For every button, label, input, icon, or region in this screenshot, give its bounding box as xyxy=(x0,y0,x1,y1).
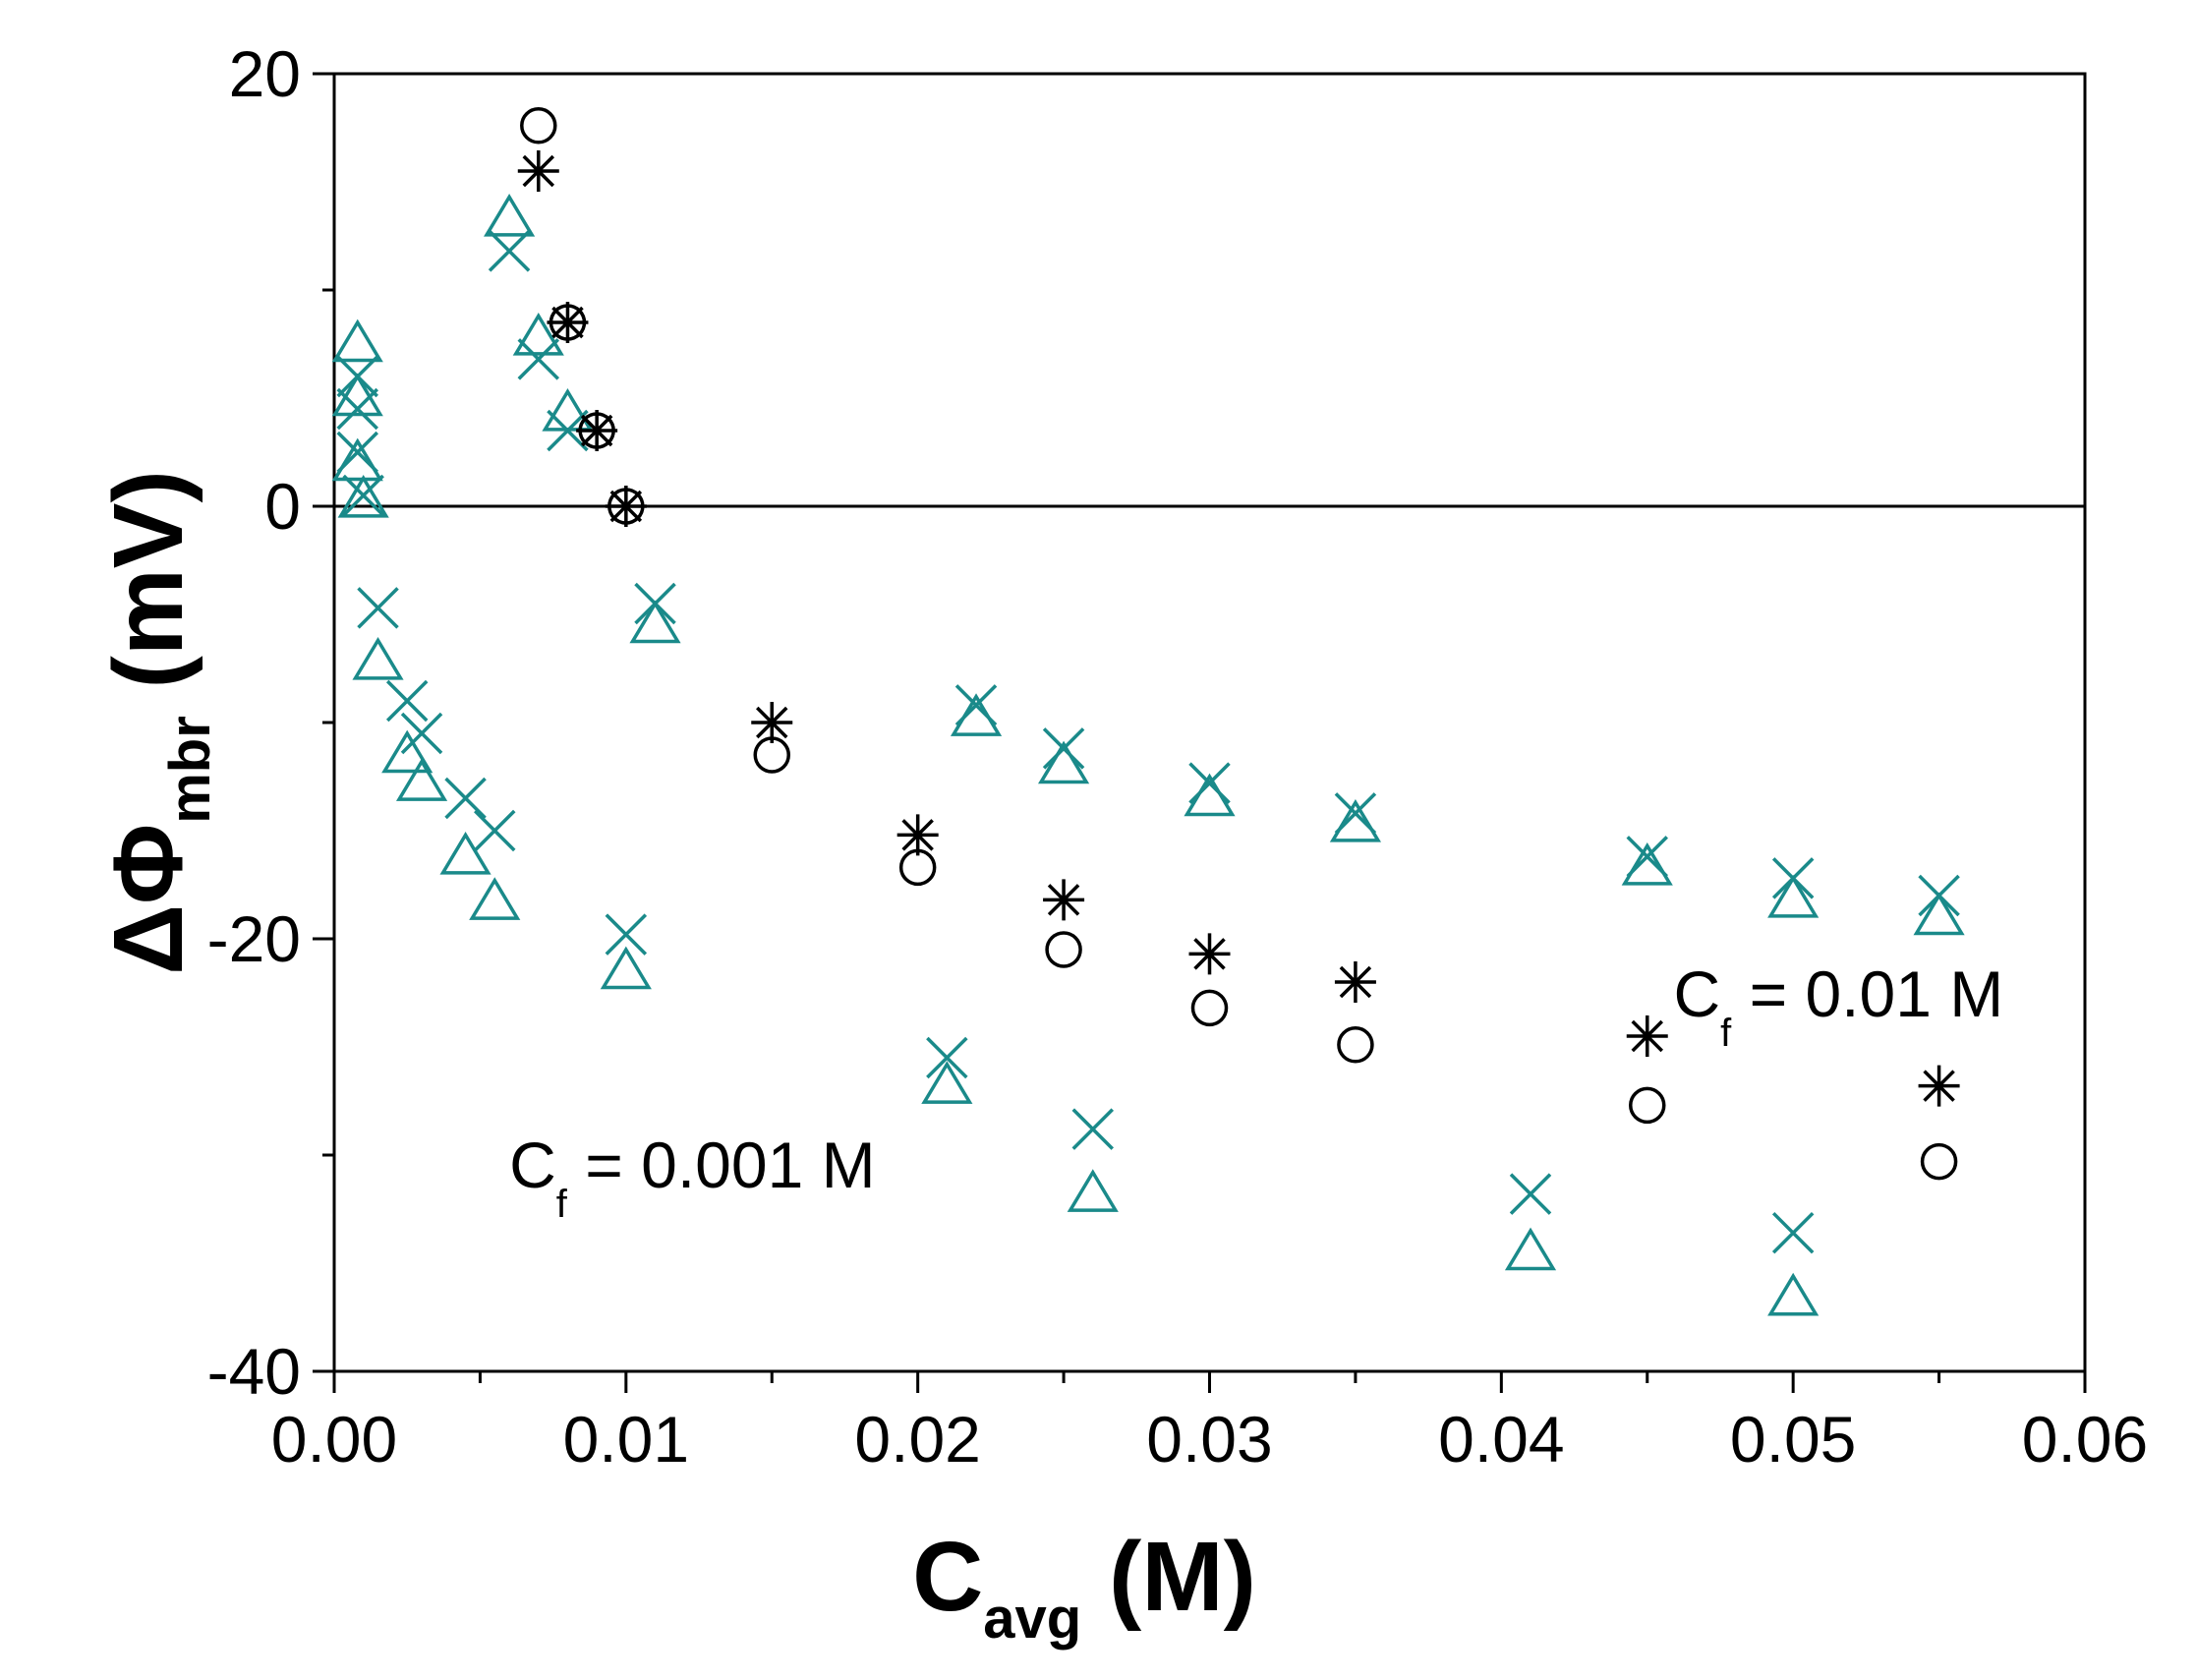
cross-point xyxy=(926,1036,968,1079)
triangle-point xyxy=(1067,1169,1119,1212)
asterisk-point xyxy=(547,302,589,343)
triangle-point xyxy=(469,877,521,920)
x-tick-label: 0.05 xyxy=(1730,1403,1856,1476)
y-tick-label: 0 xyxy=(264,470,301,543)
series-asterisk xyxy=(517,150,1960,1107)
cross-point xyxy=(342,474,384,517)
asterisk-point xyxy=(1918,1065,1960,1107)
x-axis-title: Cavg (M) xyxy=(912,1522,1256,1651)
x-tick-label: 0.01 xyxy=(563,1403,689,1476)
series-x xyxy=(336,230,1960,1254)
circle-point xyxy=(520,107,557,145)
y-tick-label: 20 xyxy=(229,37,301,110)
cross-point xyxy=(385,679,429,723)
x-tick-label: 0.06 xyxy=(2022,1403,2148,1476)
triangle-point xyxy=(1184,773,1236,817)
circle-point xyxy=(753,736,790,774)
triangle-point xyxy=(352,636,404,680)
triangle-point xyxy=(600,946,652,990)
triangle-point xyxy=(512,312,564,356)
triangle-point xyxy=(1037,740,1090,784)
circle-point xyxy=(1629,1086,1666,1125)
triangle-point xyxy=(331,437,383,482)
triangle-point xyxy=(331,373,383,417)
cross-point xyxy=(400,712,443,755)
cross-point xyxy=(1771,1211,1815,1254)
annotation-cf-1: Cf = 0.001 M xyxy=(509,1129,876,1226)
y-tick-label: -20 xyxy=(207,902,301,975)
circle-point xyxy=(578,412,615,449)
circle-point xyxy=(1920,1142,1958,1181)
circle-point xyxy=(1337,1026,1374,1064)
circle-point xyxy=(607,488,645,525)
asterisk-point xyxy=(1188,933,1231,975)
cross-point xyxy=(517,338,560,380)
cross-point xyxy=(336,387,378,431)
triangle-point xyxy=(1767,874,1820,918)
x-tick-label: 0.02 xyxy=(854,1403,980,1476)
cross-point xyxy=(357,587,399,629)
annotation-sub: f xyxy=(1720,1012,1732,1055)
x-tick-label: 0.04 xyxy=(1438,1403,1564,1476)
annotation-rest: = 0.001 M xyxy=(567,1129,876,1201)
triangle-point xyxy=(331,319,383,363)
series-triangle xyxy=(331,193,1965,1316)
y-axis-title-main: ΔΦ xyxy=(93,824,203,975)
x-axis-title-unit: (M) xyxy=(1081,1522,1256,1632)
triangle-point xyxy=(381,729,433,774)
annotation-main: C xyxy=(509,1129,556,1201)
x-tick-label: 0.03 xyxy=(1146,1403,1272,1476)
circle-point xyxy=(1190,989,1229,1027)
triangle-point xyxy=(542,387,594,432)
cross-point xyxy=(605,913,648,956)
triangle-point xyxy=(1329,798,1382,842)
triangle-point xyxy=(629,600,681,644)
series-circle xyxy=(520,107,1958,1181)
circle-point xyxy=(1045,931,1082,968)
annotation-sub: f xyxy=(556,1183,568,1226)
y-axis-title: ΔΦmbr (mV) xyxy=(93,470,222,975)
asterisk-point xyxy=(896,814,939,856)
triangle-point xyxy=(337,474,389,518)
asterisk-point xyxy=(605,486,647,527)
cross-point xyxy=(444,777,487,820)
annotation-rest: = 0.01 M xyxy=(1731,957,2003,1030)
cross-point xyxy=(1071,1108,1115,1150)
triangle-point xyxy=(1504,1227,1557,1271)
y-axis-title-sub: mbr xyxy=(158,716,222,824)
triangle-point xyxy=(1913,892,1965,936)
y-tick-label: -40 xyxy=(207,1335,301,1408)
cross-point xyxy=(474,809,516,852)
cross-point xyxy=(1042,727,1085,770)
x-axis-title-sub: avg xyxy=(983,1587,1081,1651)
triangle-point xyxy=(1621,841,1673,886)
data-marks xyxy=(331,107,1965,1316)
cross-point xyxy=(1509,1173,1552,1215)
triangle-point xyxy=(1767,1272,1820,1316)
annotation-cf-2: Cf = 0.01 M xyxy=(1673,957,2003,1055)
triangle-point xyxy=(484,193,536,237)
y-axis-title-unit: (mV) xyxy=(93,470,203,716)
triangle-point xyxy=(950,693,1003,736)
axis-ticks xyxy=(313,72,2087,1393)
cross-point xyxy=(488,230,531,272)
circle-point xyxy=(898,848,937,887)
triangle-point xyxy=(395,758,448,801)
x-axis-title-main: C xyxy=(912,1522,983,1632)
asterisk-point xyxy=(517,150,559,192)
axis-tick-labels: 0.00 0.01 0.02 0.03 0.04 0.05 0.06 -40 -20 0 20 xyxy=(207,37,2149,1476)
annotations: Cf = 0.001 MCf = 0.01 M xyxy=(509,957,2003,1226)
circle-point xyxy=(549,304,587,341)
asterisk-point xyxy=(751,702,793,743)
asterisk-point xyxy=(1043,879,1085,921)
asterisk-point xyxy=(1626,1015,1668,1057)
triangle-point xyxy=(439,831,491,875)
asterisk-point xyxy=(576,410,618,451)
x-tick-label: 0.00 xyxy=(271,1403,397,1476)
asterisk-point xyxy=(1334,961,1376,1003)
triangle-point xyxy=(921,1061,973,1104)
annotation-main: C xyxy=(1673,957,1720,1030)
